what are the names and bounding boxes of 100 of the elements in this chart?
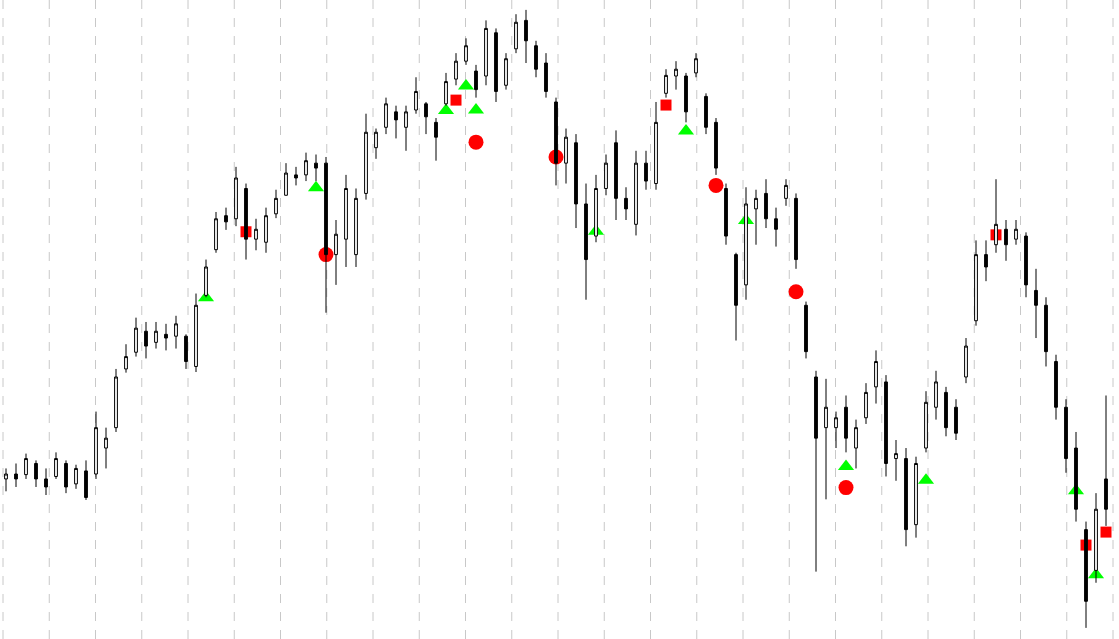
candlestick bbox=[684, 72, 688, 123]
candlestick bbox=[764, 178, 768, 229]
candlestick bbox=[904, 447, 908, 547]
candlestick bbox=[114, 368, 118, 433]
candlestick bbox=[1064, 398, 1068, 474]
candlestick bbox=[164, 323, 168, 351]
candlestick bbox=[224, 207, 228, 231]
candlestick bbox=[354, 187, 358, 268]
candlestick bbox=[884, 374, 888, 477]
candlestick bbox=[214, 211, 218, 254]
candlestick bbox=[54, 451, 58, 480]
candlestick bbox=[774, 207, 778, 248]
point bbox=[708, 177, 724, 193]
candlestick bbox=[384, 97, 388, 135]
candlestick bbox=[644, 150, 648, 191]
candlestick bbox=[424, 101, 428, 135]
candlestick bbox=[924, 390, 928, 453]
candlestick bbox=[894, 439, 898, 482]
candlestick bbox=[194, 293, 198, 373]
candlestick bbox=[1034, 268, 1038, 339]
candlestick bbox=[444, 72, 448, 107]
candlestick bbox=[1104, 395, 1108, 527]
candlestick bbox=[714, 117, 718, 176]
candlestick bbox=[84, 459, 88, 501]
candlestick bbox=[634, 150, 638, 236]
candlestick bbox=[934, 370, 938, 421]
candlestick bbox=[914, 456, 918, 539]
candlestick bbox=[1094, 492, 1098, 584]
candlestick bbox=[744, 186, 748, 301]
candlestick bbox=[724, 183, 728, 246]
candlestick bbox=[204, 259, 208, 298]
candlestick bbox=[174, 315, 178, 350]
candlestick bbox=[104, 427, 108, 469]
candlestick bbox=[24, 453, 28, 480]
candlestick bbox=[244, 183, 248, 261]
candlestick bbox=[1044, 296, 1048, 367]
candlestick bbox=[474, 64, 478, 99]
candlestick bbox=[514, 13, 518, 54]
candlestick bbox=[994, 178, 998, 254]
candlestick bbox=[574, 133, 578, 229]
candlestick bbox=[404, 105, 408, 152]
candlestick bbox=[564, 128, 568, 185]
candlestick bbox=[814, 370, 818, 573]
candlestick bbox=[394, 105, 398, 139]
candlestick bbox=[314, 154, 318, 182]
candlestick bbox=[1014, 219, 1018, 246]
candlestick bbox=[154, 321, 158, 350]
candlestick bbox=[144, 321, 148, 359]
candlestick bbox=[94, 411, 98, 480]
candlestick bbox=[784, 178, 788, 207]
candlestick bbox=[984, 239, 988, 282]
point bbox=[450, 94, 462, 106]
candlestick bbox=[494, 27, 498, 103]
candlestick bbox=[824, 378, 828, 500]
candlestick bbox=[1004, 219, 1008, 262]
candlestick bbox=[704, 92, 708, 135]
candlestick bbox=[14, 462, 18, 488]
candlestick bbox=[184, 333, 188, 370]
candlestick bbox=[124, 343, 128, 374]
candlestick bbox=[664, 68, 668, 99]
candlestick bbox=[734, 252, 738, 342]
candlestick bbox=[674, 60, 678, 91]
candlestick bbox=[1054, 354, 1058, 421]
candlestick bbox=[544, 52, 548, 99]
candlestick bbox=[264, 207, 268, 254]
candlestick bbox=[534, 40, 538, 78]
candlestick bbox=[44, 467, 48, 496]
candlestick bbox=[344, 174, 348, 268]
candlestick bbox=[974, 239, 978, 327]
candlestick bbox=[334, 219, 338, 286]
candlestick bbox=[364, 113, 368, 201]
candlestick bbox=[614, 129, 618, 221]
candlestick bbox=[844, 395, 848, 453]
candlestick bbox=[604, 154, 608, 196]
candlestick bbox=[294, 166, 298, 186]
candlestick bbox=[694, 52, 698, 78]
candlestick bbox=[594, 174, 598, 243]
candlestick bbox=[954, 398, 958, 441]
candlestick bbox=[624, 186, 628, 221]
candlestick bbox=[654, 101, 658, 191]
candlestick bbox=[1074, 431, 1078, 523]
candlestick bbox=[1084, 521, 1088, 629]
candlestick bbox=[284, 162, 288, 196]
candlestick bbox=[234, 166, 238, 227]
candlestick bbox=[1024, 231, 1028, 298]
candlestick bbox=[304, 152, 308, 182]
candlestick bbox=[584, 183, 588, 301]
candlestick bbox=[434, 117, 438, 162]
candlestick bbox=[254, 218, 258, 251]
candlestick bbox=[454, 52, 458, 86]
candlestick bbox=[754, 189, 758, 246]
candlestick bbox=[324, 156, 328, 314]
candlestick bbox=[524, 9, 528, 64]
candlestick bbox=[374, 128, 378, 160]
point bbox=[1100, 526, 1112, 538]
candlestick bbox=[274, 189, 278, 219]
candlestick bbox=[554, 97, 558, 186]
candlestick bbox=[944, 386, 948, 437]
candlestick bbox=[484, 19, 488, 86]
candlestick bbox=[794, 192, 798, 270]
